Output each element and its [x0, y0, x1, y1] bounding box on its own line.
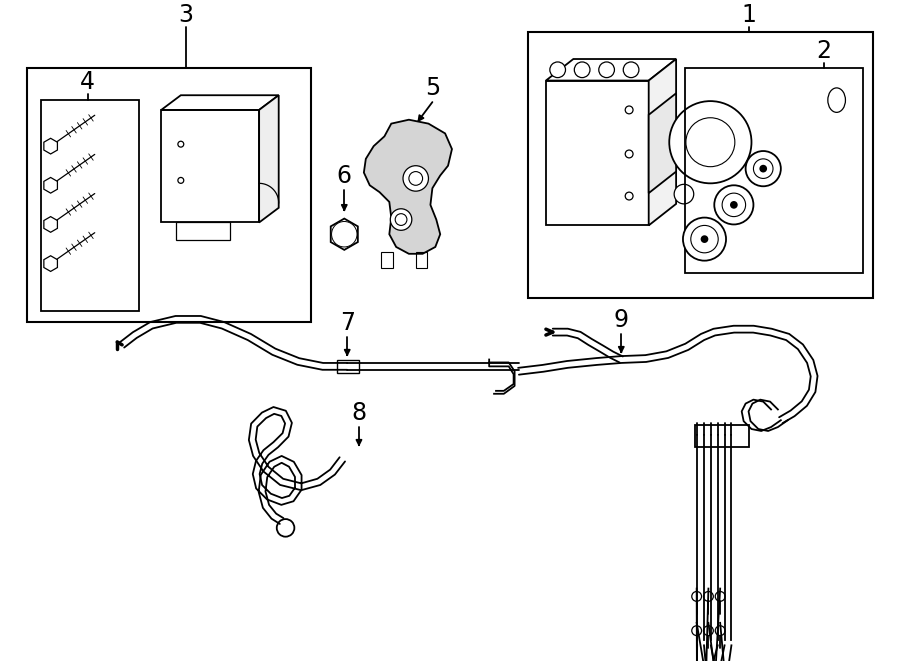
Circle shape: [409, 172, 423, 185]
Text: 7: 7: [339, 311, 355, 335]
Text: 6: 6: [337, 164, 352, 188]
Polygon shape: [364, 120, 452, 254]
Bar: [685, 68, 863, 274]
Bar: [27, 68, 311, 323]
Text: 4: 4: [80, 70, 95, 95]
Circle shape: [178, 141, 184, 147]
Polygon shape: [649, 93, 676, 193]
Bar: [695, 425, 749, 447]
Circle shape: [722, 193, 745, 217]
Polygon shape: [44, 256, 58, 272]
Circle shape: [624, 62, 639, 77]
Bar: [416, 252, 428, 268]
Circle shape: [760, 166, 766, 172]
Circle shape: [178, 177, 184, 183]
Circle shape: [686, 118, 734, 167]
Polygon shape: [259, 95, 279, 223]
Polygon shape: [44, 177, 58, 193]
Ellipse shape: [828, 88, 845, 112]
Bar: [528, 32, 873, 298]
Circle shape: [704, 626, 714, 635]
Bar: [382, 252, 393, 268]
Circle shape: [716, 592, 725, 602]
Circle shape: [704, 592, 714, 602]
Circle shape: [715, 185, 753, 225]
Text: 9: 9: [614, 308, 629, 332]
Text: 3: 3: [178, 3, 194, 26]
Circle shape: [670, 101, 752, 183]
Polygon shape: [161, 95, 279, 110]
Text: 5: 5: [425, 76, 440, 100]
Circle shape: [598, 62, 615, 77]
Polygon shape: [176, 223, 230, 240]
Circle shape: [331, 221, 357, 247]
Circle shape: [276, 519, 294, 537]
Text: 1: 1: [741, 3, 756, 26]
Text: 2: 2: [816, 39, 832, 63]
Circle shape: [674, 184, 694, 204]
Polygon shape: [330, 219, 358, 250]
Polygon shape: [44, 138, 58, 154]
Circle shape: [716, 626, 725, 635]
Circle shape: [626, 106, 633, 114]
Circle shape: [626, 192, 633, 200]
Circle shape: [403, 166, 428, 191]
Circle shape: [574, 62, 590, 77]
Circle shape: [731, 202, 737, 208]
Circle shape: [692, 592, 702, 602]
Circle shape: [753, 159, 773, 178]
Circle shape: [336, 225, 353, 243]
Circle shape: [692, 626, 702, 635]
Circle shape: [691, 225, 718, 253]
Circle shape: [395, 214, 407, 225]
Circle shape: [745, 151, 781, 186]
Bar: [338, 360, 359, 373]
Polygon shape: [44, 217, 58, 232]
Text: 8: 8: [351, 401, 366, 425]
Polygon shape: [649, 59, 676, 225]
Circle shape: [550, 62, 565, 77]
Circle shape: [626, 150, 633, 158]
Bar: [161, 110, 259, 223]
Polygon shape: [546, 59, 676, 81]
Bar: [40, 100, 139, 311]
Circle shape: [683, 217, 726, 260]
Circle shape: [702, 236, 707, 242]
Circle shape: [391, 209, 412, 230]
Bar: [546, 81, 649, 225]
